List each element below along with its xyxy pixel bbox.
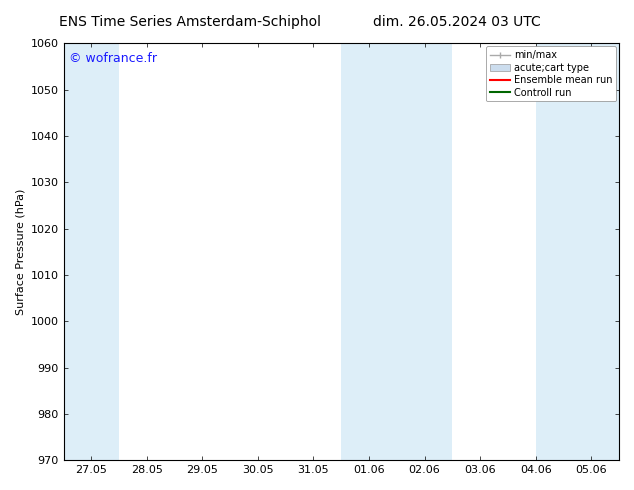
Legend: min/max, acute;cart type, Ensemble mean run, Controll run: min/max, acute;cart type, Ensemble mean … (486, 47, 616, 101)
Text: dim. 26.05.2024 03 UTC: dim. 26.05.2024 03 UTC (373, 15, 540, 29)
Y-axis label: Surface Pressure (hPa): Surface Pressure (hPa) (15, 189, 25, 315)
Bar (341, 44, 453, 460)
Text: © wofrance.fr: © wofrance.fr (69, 52, 157, 65)
Bar (63, 44, 119, 460)
Bar (536, 44, 619, 460)
Text: ENS Time Series Amsterdam-Schiphol: ENS Time Series Amsterdam-Schiphol (59, 15, 321, 29)
